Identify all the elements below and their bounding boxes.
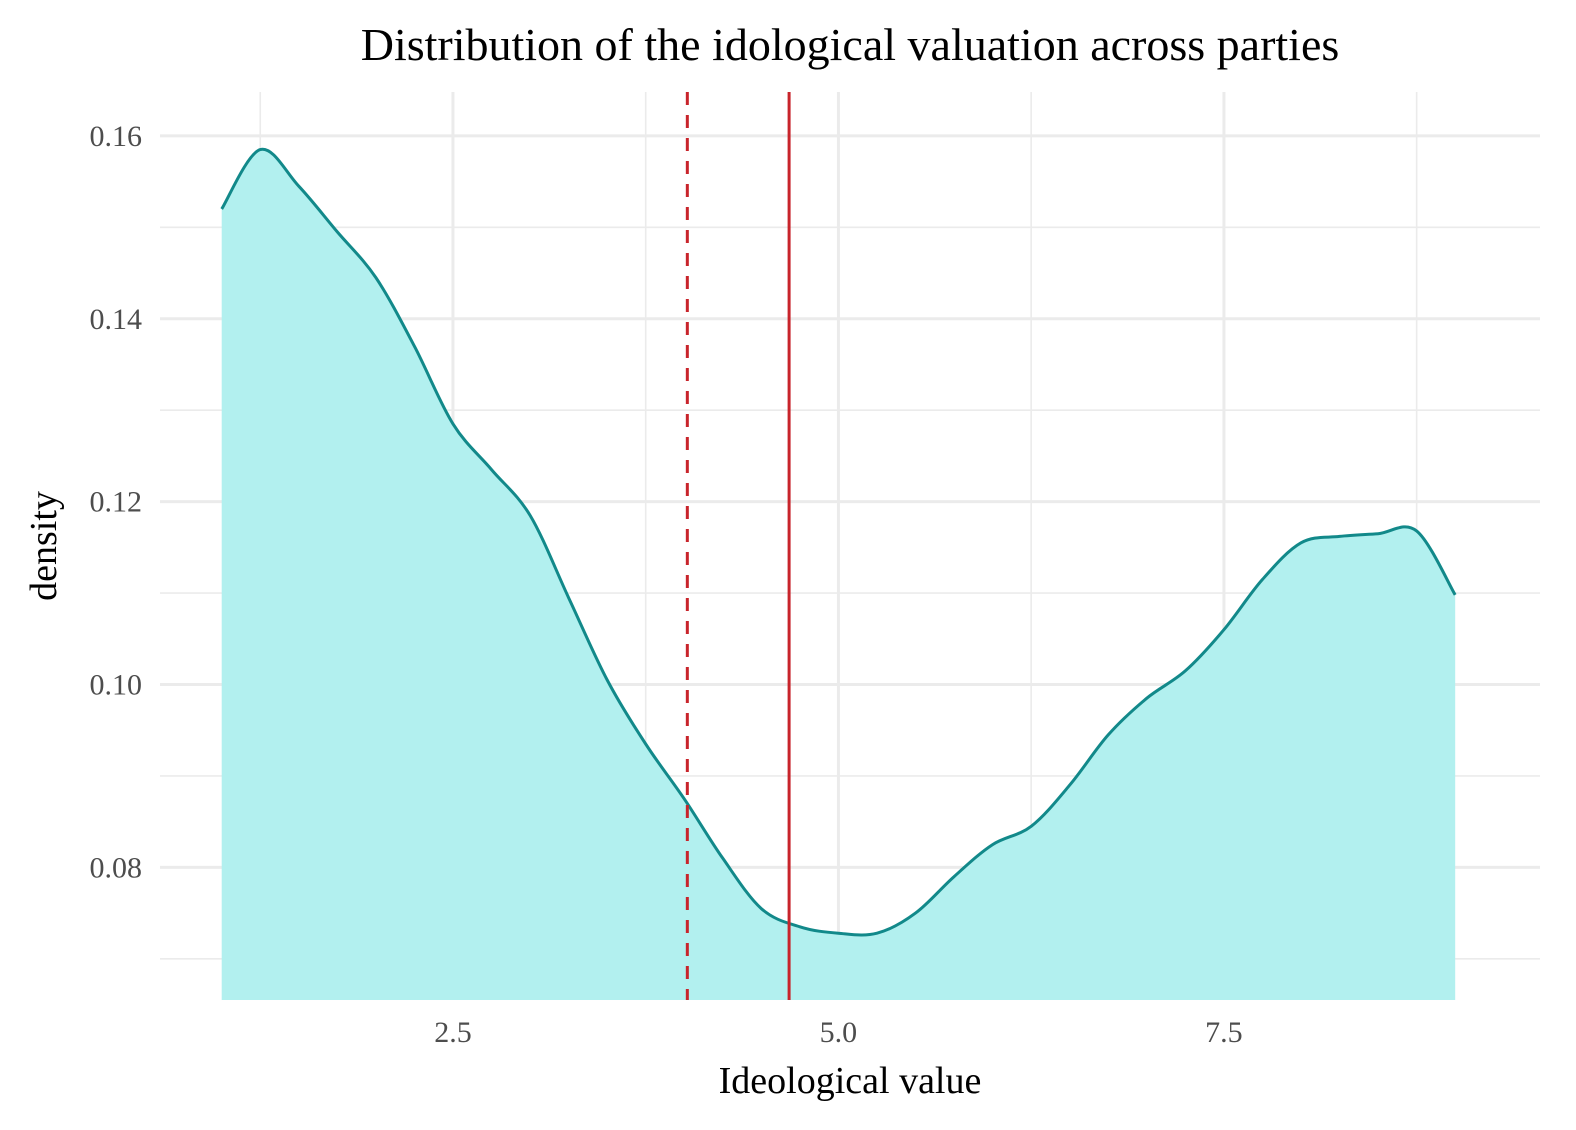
y-axis-ticks: 0.08 0.10 0.12 0.14 0.16 (90, 120, 143, 885)
density-area (221, 149, 1456, 1000)
x-tick-label: 7.5 (1205, 1016, 1243, 1049)
x-tick-label: 2.5 (434, 1016, 472, 1049)
y-tick-label: 0.10 (90, 669, 143, 702)
density-line (220, 148, 1457, 937)
y-tick-label: 0.12 (90, 486, 143, 519)
x-axis-title: Ideological value (719, 1060, 982, 1102)
x-axis-ticks: 2.5 5.0 7.5 (434, 1016, 1242, 1049)
y-tick-label: 0.16 (90, 120, 143, 153)
y-tick-label: 0.14 (90, 303, 143, 336)
y-axis-title: density (23, 491, 65, 601)
y-tick-label: 0.08 (90, 851, 143, 884)
chart-title: Distribution of the idological valuation… (361, 19, 1340, 70)
reference-lines (685, 92, 791, 1000)
x-tick-label: 5.0 (820, 1016, 858, 1049)
